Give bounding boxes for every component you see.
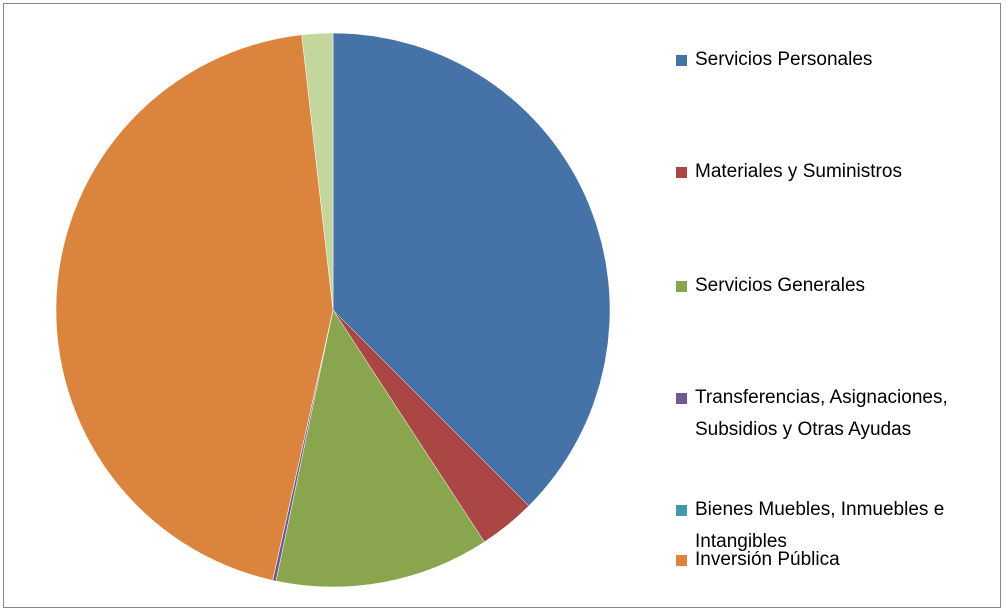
legend-label: Materiales y Suministros: [695, 161, 902, 182]
legend-swatch: [676, 55, 687, 66]
legend-label: Inversión Pública: [695, 549, 840, 570]
legend-label: Servicios Generales: [695, 275, 866, 296]
chart-frame: [3, 3, 1001, 608]
legend-label: Servicios Personales: [695, 49, 873, 70]
legend-swatch: [676, 281, 687, 292]
legend-swatch: [676, 167, 687, 178]
legend-label: Bienes Muebles, Inmuebles e Intangibles: [695, 499, 945, 552]
legend-swatch: [676, 505, 687, 516]
pie-slice: [301, 32, 334, 311]
legend-swatch: [676, 393, 687, 404]
pie-slice: [332, 32, 611, 507]
pie-slice: [275, 309, 485, 588]
legend-swatch: [676, 555, 687, 566]
legend-label: Transferencias, Asignaciones, Subsidios …: [695, 387, 948, 440]
pie-slice: [55, 34, 334, 581]
